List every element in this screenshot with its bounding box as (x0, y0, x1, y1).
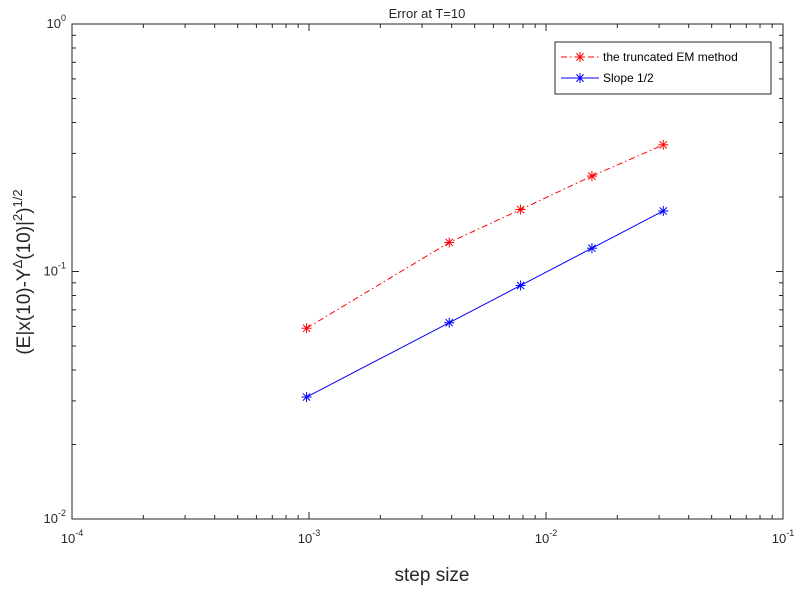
data-point (586, 243, 597, 254)
data-point (444, 237, 455, 248)
data-point (301, 323, 312, 334)
y-tick-label: 10-2 (44, 508, 66, 526)
series-layer (301, 139, 669, 403)
data-point (515, 280, 526, 291)
data-point (444, 317, 455, 328)
legend: the truncated EM method Slope 1/2 (554, 41, 772, 95)
y-tick-label: 100 (47, 13, 66, 31)
axis-tick-labels: 10-4 10-3 10-2 10-1 10-2 10-1 100 (44, 13, 795, 546)
legend-label-1: Slope 1/2 (603, 71, 654, 85)
axis-ticks (71, 24, 783, 520)
x-axis-label: step size (395, 565, 470, 586)
x-tick-label: 10-2 (535, 528, 557, 546)
legend-box (554, 41, 772, 95)
legend-asterisk (575, 52, 585, 62)
plot-area (71, 23, 784, 520)
legend-marker-1 (575, 73, 585, 83)
data-point (301, 392, 312, 403)
x-tick-label: 10-3 (298, 528, 320, 546)
data-point (515, 204, 526, 215)
legend-marker-0 (575, 52, 585, 62)
x-tick-label: 10-4 (61, 528, 83, 546)
y-tick-label: 10-1 (44, 261, 66, 279)
series-0 (301, 139, 669, 334)
data-point (658, 205, 669, 216)
y-axis-label: (E|x(10)-YΔ(10)|2)1/2 (10, 189, 35, 354)
data-point (586, 171, 597, 182)
chart-title: Error at T=10 (389, 6, 466, 21)
legend-asterisk (575, 73, 585, 83)
legend-label-0: the truncated EM method (603, 50, 738, 64)
series-1 (301, 205, 669, 403)
x-tick-label: 10-1 (772, 528, 794, 546)
data-point (658, 139, 669, 150)
